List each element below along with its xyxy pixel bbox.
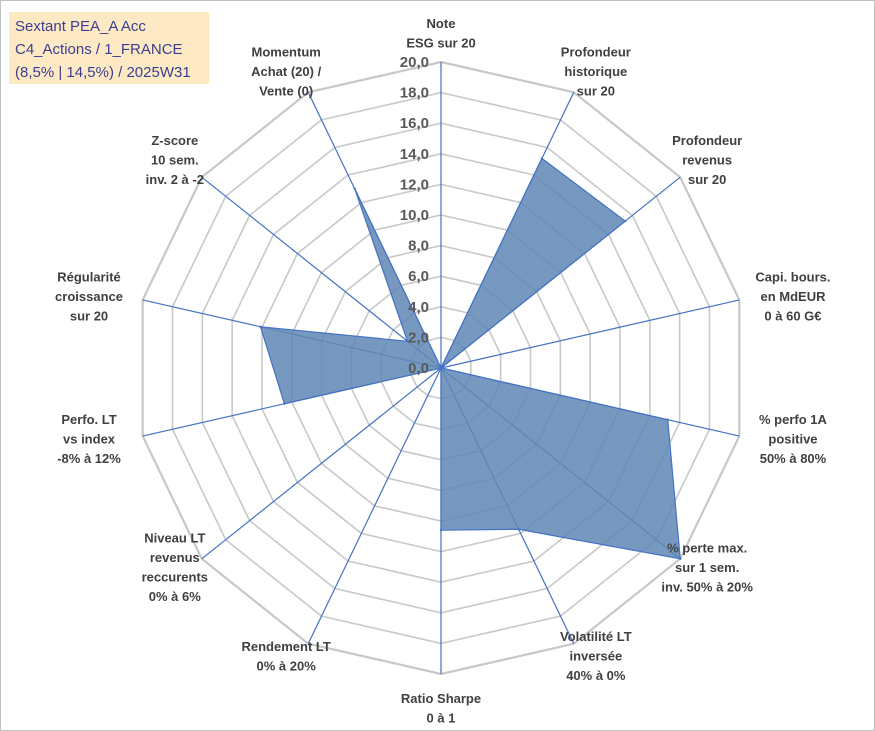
axis-label-group: Note ESG sur 20 xyxy=(406,16,475,51)
tick-label: 4,0 xyxy=(408,299,429,316)
axis-label-line: Niveau LT xyxy=(144,531,205,546)
title-line-fund-name: Sextant PEA_A Acc xyxy=(15,18,146,35)
axis-label-line: sur 1 sem. xyxy=(675,560,739,575)
axis-label-line: Profondeur xyxy=(672,133,742,148)
axis-label-group: Capi. bours. en MdEUR 0 à 60 G€ xyxy=(755,270,830,324)
axis-label-group: % perte max. sur 1 sem. inv. 50% à 20% xyxy=(661,540,753,594)
axis-label-line: 0% à 6% xyxy=(149,589,201,604)
axis-label-group: Profondeur historique sur 20 xyxy=(561,44,631,98)
axis-spoke xyxy=(307,367,442,644)
data-point xyxy=(679,557,682,560)
axis-label-line: inversée xyxy=(569,649,622,664)
tick-label: 0,0 xyxy=(408,360,429,377)
axis-label-group: % perfo 1A positive 50% à 80% xyxy=(759,412,828,466)
title-line-period: (8,5% | 14,5%) / 2025W31 xyxy=(15,64,191,81)
series-area xyxy=(259,157,681,560)
axis-label-group: Rendement LT 0% à 20% xyxy=(241,639,330,674)
axis-label-line: inv. 50% à 20% xyxy=(661,579,753,594)
axis-label-line: Vente (0) xyxy=(259,83,313,98)
axis-label-line: historique xyxy=(564,64,627,79)
data-point xyxy=(624,219,627,223)
axis-label-line: -8% à 12% xyxy=(57,451,121,466)
axis-label-line: reccurents xyxy=(142,570,208,585)
axis-spoke xyxy=(201,367,442,560)
axis-label-line: % perfo 1A xyxy=(759,412,828,427)
axis-label-line: sur 20 xyxy=(577,83,615,98)
axis-label-line: ESG sur 20 xyxy=(406,36,475,51)
tick-label: 8,0 xyxy=(408,238,429,255)
axis-label-line: croissance xyxy=(55,289,123,304)
axis-label-line: Régularité xyxy=(57,270,121,285)
data-point xyxy=(666,418,669,421)
axis-label-line: 10 sem. xyxy=(151,153,199,168)
axis-label-line: inv. 2 à -2 xyxy=(146,172,204,187)
axis-label-group: Z-score 10 sem. inv. 2 à -2 xyxy=(146,133,204,187)
axis-label-line: sur 20 xyxy=(70,309,108,324)
axis-spoke xyxy=(440,299,740,369)
axis-label-line: Ratio Sharpe xyxy=(401,691,481,706)
axis-label-group: Perfo. LT vs index -8% à 12% xyxy=(57,412,121,466)
tick-label: 2,0 xyxy=(408,329,429,346)
tick-label: 14,0 xyxy=(400,146,429,163)
tick-label: 20,0 xyxy=(400,54,429,71)
radar-ticks: 0,0 2,0 4,0 6,0 8,0 10,0 12,0 14,0 16,0 18,0 20,0 xyxy=(400,54,429,377)
data-point xyxy=(406,340,409,343)
axis-label-line: % perte max. xyxy=(667,540,747,555)
axis-label-line: Rendement LT xyxy=(241,639,330,654)
radar-series xyxy=(259,157,682,560)
axis-label-group: Ratio Sharpe 0 à 1 xyxy=(401,691,481,726)
axis-label-line: en MdEUR xyxy=(760,289,826,304)
axis-label-group: Volatilité LT inversée 40% à 0% xyxy=(560,629,632,683)
axis-label-line: sur 20 xyxy=(688,172,726,187)
axis-label-line: 0 à 60 G€ xyxy=(764,309,821,324)
axis-label-group: Profondeur revenus sur 20 xyxy=(672,133,742,187)
data-point xyxy=(517,528,520,531)
axis-label-group: Régularité croissance sur 20 xyxy=(55,270,123,324)
title-line-category: C4_Actions / 1_FRANCE xyxy=(15,41,183,58)
axis-label-line: 0% à 20% xyxy=(257,658,317,673)
data-point xyxy=(353,187,356,190)
tick-label: 12,0 xyxy=(400,176,429,193)
tick-label: 18,0 xyxy=(400,85,429,102)
axis-label-line: Z-score xyxy=(151,133,198,148)
axis-label-line: 0 à 1 xyxy=(427,711,456,726)
chart-title-box: Sextant PEA_A Acc C4_Actions / 1_FRANCE … xyxy=(9,12,209,84)
axis-label-line: Perfo. LT xyxy=(61,412,116,427)
tick-label: 10,0 xyxy=(400,207,429,224)
data-point xyxy=(439,528,443,532)
axis-label-line: Capi. bours. xyxy=(755,270,830,285)
axis-label-line: Momentum xyxy=(251,44,320,59)
data-point xyxy=(439,366,443,370)
data-point xyxy=(283,402,286,405)
axis-label-group: Niveau LT revenus reccurents 0% à 6% xyxy=(142,531,208,605)
axis-label-line: Achat (20) / xyxy=(251,64,321,79)
axis-label-line: vs index xyxy=(63,431,116,446)
axis-label-line: Note xyxy=(427,16,456,31)
axis-label-line: 50% à 80% xyxy=(760,451,827,466)
axis-label-line: revenus xyxy=(150,550,200,565)
axis-label-line: Profondeur xyxy=(561,44,631,59)
axis-label-line: 40% à 0% xyxy=(566,668,626,683)
data-point xyxy=(540,157,544,160)
axis-label-line: positive xyxy=(768,431,817,446)
radar-axis-labels: Note ESG sur 20 Profondeur historique sur 20… xyxy=(55,16,830,726)
axis-label-line: revenus xyxy=(682,153,732,168)
axis-label-group: Momentum Achat (20) / Vente (0) xyxy=(251,44,321,98)
data-point xyxy=(259,325,262,329)
tick-label: 16,0 xyxy=(400,115,429,132)
tick-label: 6,0 xyxy=(408,268,429,285)
axis-spoke xyxy=(201,176,442,369)
axis-label-line: Volatilité LT xyxy=(560,629,632,644)
